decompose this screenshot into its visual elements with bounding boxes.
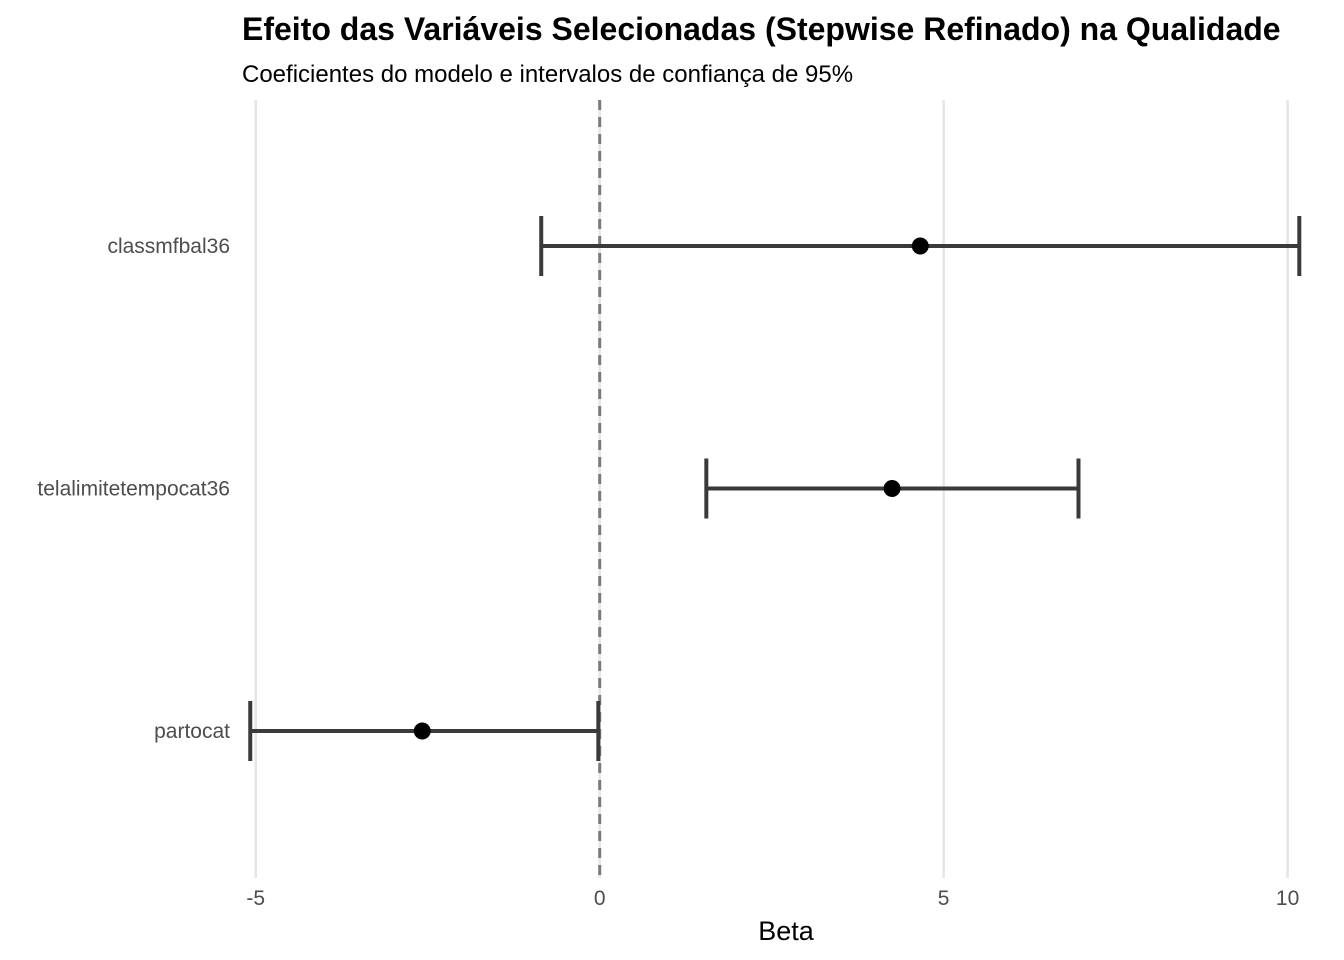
x-tick-label-10: 10 <box>1276 887 1299 910</box>
chart-marks <box>248 216 1302 761</box>
x-tick-label-5: -5 <box>246 887 265 910</box>
x-axis-title: Beta <box>758 916 815 946</box>
y-tick-label-telalimitetempocat36: telalimitetempocat36 <box>37 478 230 501</box>
estimate-point-partocat <box>413 722 431 740</box>
y-tick-labels: classmfbal36 telalimitetempocat36 partocat <box>37 235 230 743</box>
x-tick-labels: -5 0 5 10 <box>246 887 1299 910</box>
x-tick-label-5: 5 <box>938 887 950 910</box>
chart-subtitle: Coeficientes do modelo e intervalos de c… <box>242 61 853 88</box>
estimate-point-classmfbal36 <box>911 237 929 255</box>
y-tick-label-classmfbal36: classmfbal36 <box>107 235 230 258</box>
estimate-point-telalimitetempocat36 <box>883 480 901 497</box>
chart-title: Efeito das Variáveis Selecionadas (Stepw… <box>242 11 1281 47</box>
y-tick-label-partocat: partocat <box>154 720 230 743</box>
x-tick-label-0: 0 <box>594 887 606 910</box>
